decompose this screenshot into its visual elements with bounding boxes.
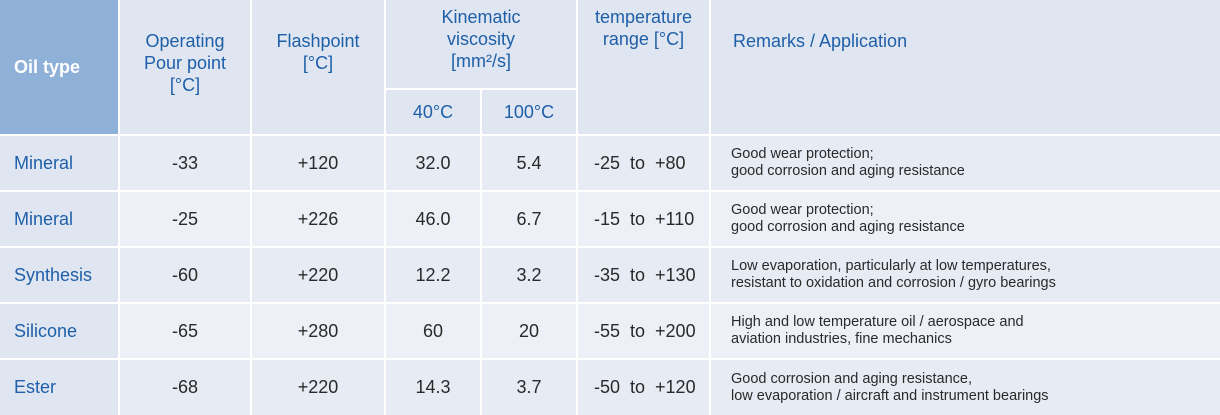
table-row-oil: Silicone	[0, 304, 118, 358]
header-visc-40-label: 40°C	[412, 102, 454, 122]
cell-remarks: High and low temperature oil / aerospace…	[711, 304, 1220, 358]
cell-visc-40: 12.2	[386, 248, 480, 302]
header-oil-type: Oil type	[0, 0, 118, 134]
cell-visc-100: 20	[482, 304, 576, 358]
cell-pour-point: -65	[120, 304, 250, 358]
header-visc-40: 40°C	[386, 90, 480, 134]
cell-flashpoint: +280	[252, 304, 384, 358]
header-oil-type-label: Oil type	[14, 57, 81, 77]
remark-line1: Good wear protection;	[731, 202, 874, 218]
header-flashpoint-line2: [°C]	[302, 53, 334, 73]
cell-temp-range: -55 to +200	[578, 304, 709, 358]
header-temp-range-line2: range [°C]	[602, 29, 685, 49]
cell-temp-range: -15 to +110	[578, 192, 709, 246]
remark-line2: good corrosion and aging resistance	[731, 219, 965, 235]
cell-visc-40: 60	[386, 304, 480, 358]
cell-remarks: Good corrosion and aging resistance, low…	[711, 360, 1220, 415]
header-kinematic-line2: viscosity	[446, 29, 515, 49]
cell-visc-40: 32.0	[386, 136, 480, 190]
oil-name: Ester	[14, 377, 57, 397]
header-flashpoint-line1: Flashpoint	[276, 31, 360, 51]
oil-name: Mineral	[14, 208, 74, 229]
remark-line1: Low evaporation, particularly at low tem…	[731, 258, 1051, 274]
cell-pour-point: -60	[120, 248, 250, 302]
cell-remarks: Low evaporation, particularly at low tem…	[711, 248, 1220, 302]
cell-temp-range: -50 to +120	[578, 360, 709, 415]
cell-remarks: Good wear protection; good corrosion and…	[711, 136, 1220, 190]
header-pour-point: Operating Pour point [°C]	[120, 0, 250, 134]
cell-visc-100: 3.2	[482, 248, 576, 302]
cell-visc-100: 6.7	[482, 192, 576, 246]
remark-line2: aviation industries, fine mechanics	[731, 331, 952, 347]
remark-line1: High and low temperature oil / aerospace…	[731, 314, 1024, 330]
cell-remarks: Good wear protection; good corrosion and…	[711, 192, 1220, 246]
cell-flashpoint: +220	[252, 248, 384, 302]
oil-name: Synthesis	[14, 264, 93, 285]
header-remarks-label: Remarks / Application	[733, 31, 908, 51]
cell-visc-100: 3.7	[482, 360, 576, 415]
remark-line1: Good wear protection;	[731, 146, 874, 162]
header-visc-100-label: 100°C	[503, 102, 555, 122]
cell-visc-40: 46.0	[386, 192, 480, 246]
header-temp-range-line1: temperature	[594, 7, 693, 27]
header-pour-point-line3: [°C]	[169, 75, 201, 95]
header-kinematic-viscosity: Kinematic viscosity [mm²/s]	[386, 0, 576, 88]
cell-pour-point: -25	[120, 192, 250, 246]
header-temp-range: temperature range [°C]	[578, 0, 709, 134]
remark-line1: Good corrosion and aging resistance,	[731, 370, 973, 387]
table-row-oil: Synthesis	[0, 248, 118, 302]
viscosity-subheader-divider	[386, 88, 576, 90]
oil-name: Silicone	[14, 320, 78, 341]
cell-temp-range: -25 to +80	[578, 136, 709, 190]
cell-flashpoint: +120	[252, 136, 384, 190]
table-row-oil: Mineral	[0, 136, 118, 190]
header-pour-point-line2: Pour point	[143, 53, 227, 73]
remark-line2: resistant to oxidation and corrosion / g…	[731, 275, 1056, 291]
table-row-oil: Ester	[0, 360, 118, 415]
cell-pour-point: -68	[120, 360, 250, 415]
header-kinematic-line1: Kinematic	[441, 7, 521, 27]
oil-name: Mineral	[14, 152, 74, 173]
header-pour-point-line1: Operating	[145, 31, 225, 51]
cell-visc-100: 5.4	[482, 136, 576, 190]
cell-flashpoint: +220	[252, 360, 384, 415]
header-flashpoint: Flashpoint [°C]	[252, 0, 384, 134]
cell-temp-range: -35 to +130	[578, 248, 709, 302]
remark-line2: good corrosion and aging resistance	[731, 163, 965, 179]
remark-line2: low evaporation / aircraft and instrumen…	[731, 387, 1049, 404]
header-visc-100: 100°C	[482, 90, 576, 134]
cell-visc-40: 14.3	[386, 360, 480, 415]
table-row-oil: Mineral	[0, 192, 118, 246]
cell-flashpoint: +226	[252, 192, 384, 246]
cell-pour-point: -33	[120, 136, 250, 190]
header-kinematic-line3: [mm²/s]	[451, 51, 511, 71]
header-remarks: Remarks / Application	[711, 0, 1220, 134]
